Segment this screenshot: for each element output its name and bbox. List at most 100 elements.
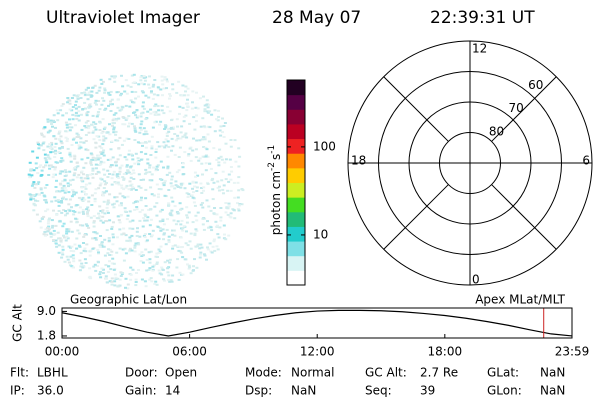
pixel <box>112 221 115 224</box>
pixel <box>44 159 48 162</box>
pixel <box>40 217 44 220</box>
pixel <box>95 217 99 220</box>
pixel <box>154 151 158 153</box>
pixel <box>198 247 202 250</box>
pixel <box>141 91 145 94</box>
pixel <box>130 90 134 93</box>
pixel <box>102 80 105 83</box>
pixel <box>129 273 133 276</box>
pixel <box>107 265 110 268</box>
pixel <box>91 176 95 179</box>
pixel <box>104 107 108 110</box>
pixel <box>32 169 36 172</box>
pixel <box>100 132 104 135</box>
pixel <box>118 170 122 173</box>
pixel <box>184 85 188 88</box>
pixel <box>100 147 104 149</box>
pixel <box>49 119 53 122</box>
pixel <box>227 202 231 205</box>
pixel <box>67 203 71 206</box>
pixel <box>120 108 124 111</box>
pixel <box>29 169 33 172</box>
pixel <box>85 208 89 211</box>
pixel <box>159 245 163 248</box>
pixel <box>148 261 152 264</box>
pixel <box>87 86 90 89</box>
pixel <box>99 235 102 237</box>
pixel <box>158 227 162 230</box>
pixel <box>97 135 101 138</box>
pixel <box>128 122 131 125</box>
pixel <box>89 105 93 108</box>
pixel <box>189 272 193 275</box>
pixel <box>135 109 139 111</box>
pixel <box>151 85 155 88</box>
pixel <box>215 118 218 121</box>
pixel <box>130 122 134 125</box>
pixel <box>156 256 159 258</box>
pixel <box>151 97 155 100</box>
pixel <box>61 253 65 256</box>
pixel <box>97 217 101 220</box>
pixel <box>120 184 124 187</box>
lat-label: 80 <box>489 125 504 139</box>
pixel <box>148 86 152 89</box>
pixel <box>187 264 191 267</box>
field-value: 39 <box>420 384 435 398</box>
pixel <box>112 131 116 134</box>
pixel <box>137 269 140 271</box>
pixel <box>98 205 102 208</box>
pixel <box>118 247 122 250</box>
pixel <box>134 189 138 191</box>
pixel <box>158 210 162 213</box>
pixel <box>126 84 130 87</box>
pixel <box>148 267 152 270</box>
pixel <box>127 115 131 118</box>
pixel <box>94 157 98 160</box>
pixel <box>96 265 99 267</box>
pixel <box>82 242 85 244</box>
pixel <box>157 87 161 90</box>
pixel <box>36 172 40 175</box>
pixel <box>200 162 204 165</box>
pixel <box>213 249 217 252</box>
pixel <box>185 136 189 139</box>
pixel <box>144 197 148 200</box>
pixel <box>58 130 62 133</box>
pixel <box>90 163 94 166</box>
pixel <box>32 194 36 196</box>
pixel <box>159 120 163 123</box>
pixel <box>62 196 65 199</box>
pixel <box>48 167 52 170</box>
pixel <box>56 231 60 234</box>
pixel <box>229 145 233 148</box>
pixel <box>99 219 103 222</box>
pixel <box>170 119 173 122</box>
pixel <box>109 90 113 93</box>
pixel <box>106 131 110 134</box>
pixel <box>154 169 158 172</box>
pixel <box>112 262 116 265</box>
pixel <box>96 158 100 161</box>
pixel <box>227 180 231 183</box>
alt-curve <box>61 309 573 337</box>
pixel <box>30 184 34 187</box>
pixel <box>108 165 112 168</box>
pixel <box>148 233 152 235</box>
pixel <box>179 131 183 134</box>
pixel <box>116 181 120 184</box>
pixel <box>121 272 125 274</box>
pixel <box>91 247 95 250</box>
pixel <box>194 148 198 151</box>
pixel <box>101 215 105 218</box>
pixel <box>240 203 244 206</box>
pixel <box>173 133 177 135</box>
pixel <box>47 220 51 223</box>
x-tick-label: 06:00 <box>172 345 207 359</box>
pixel <box>216 233 220 236</box>
pixel <box>161 218 165 221</box>
pixel <box>52 173 56 176</box>
pixel <box>54 239 58 242</box>
pixel <box>103 254 107 257</box>
pixel <box>53 168 57 171</box>
